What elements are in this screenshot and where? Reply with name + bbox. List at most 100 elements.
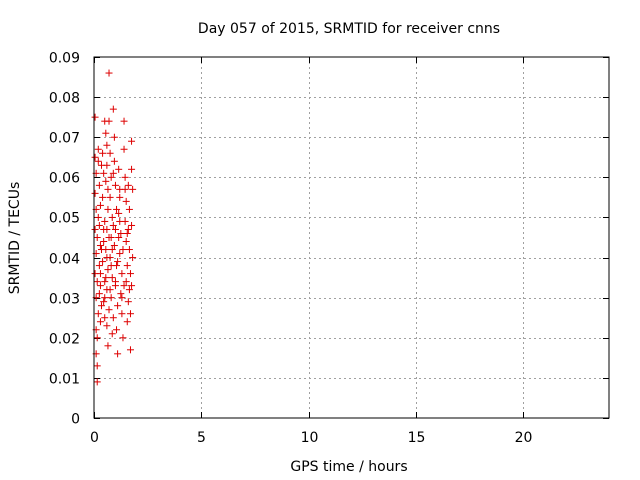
data-point	[120, 117, 128, 125]
y-tick-label: 0.09	[49, 51, 80, 67]
data-point	[116, 217, 124, 225]
chart-title: Day 057 of 2015, SRMTID for receiver cnn…	[198, 21, 500, 37]
data-point	[121, 173, 129, 181]
data-point	[93, 334, 101, 342]
data-point	[103, 322, 111, 330]
data-point	[110, 242, 118, 250]
data-points	[91, 69, 137, 386]
data-point	[108, 274, 116, 282]
data-point	[98, 302, 106, 310]
data-point	[122, 238, 130, 246]
data-point	[100, 238, 108, 246]
grid-lines	[94, 57, 609, 418]
data-point	[118, 294, 126, 302]
data-point	[113, 205, 121, 213]
data-point	[91, 113, 99, 121]
data-point	[99, 149, 107, 157]
data-point	[104, 185, 112, 193]
data-point	[105, 306, 113, 314]
y-tick-label: 0.05	[49, 211, 80, 227]
y-tick-label: 0.07	[49, 131, 80, 147]
data-point	[104, 205, 112, 213]
x-tick-label: 10	[301, 430, 319, 446]
y-tick-labels: 0 0.01 0.02 0.03 0.04 0.05 0.06 0.07 0.08 0.09	[49, 51, 80, 428]
data-point	[101, 294, 109, 302]
plot-frame	[93, 56, 610, 419]
data-point	[108, 330, 116, 338]
data-point	[114, 302, 122, 310]
data-point	[94, 157, 102, 165]
x-axis-label: GPS time / hours	[290, 459, 407, 475]
y-tick-label: 0.03	[49, 292, 80, 308]
data-point	[106, 193, 114, 201]
data-point	[119, 246, 127, 254]
data-point	[111, 181, 119, 189]
data-point	[125, 246, 133, 254]
data-point	[111, 278, 119, 286]
x-tick-label: 20	[515, 430, 533, 446]
x-tick-labels: 0 5 10 15 20	[90, 430, 532, 446]
data-point	[114, 350, 122, 358]
data-point	[96, 201, 104, 209]
data-point	[99, 193, 107, 201]
data-point	[124, 181, 132, 189]
data-point	[120, 145, 128, 153]
data-point	[109, 105, 117, 113]
data-point	[109, 221, 117, 229]
data-point	[126, 270, 134, 278]
data-point	[106, 149, 114, 157]
data-point	[91, 153, 99, 161]
data-point	[96, 242, 104, 250]
data-point	[113, 326, 121, 334]
data-point	[95, 181, 103, 189]
data-point	[107, 262, 115, 270]
data-point	[117, 290, 125, 298]
data-point	[111, 225, 119, 233]
y-axis-label: SRMTID / TECUs	[7, 182, 23, 295]
data-point	[122, 278, 130, 286]
data-point	[109, 169, 117, 177]
data-point	[108, 246, 116, 254]
data-point	[110, 157, 118, 165]
data-point	[120, 282, 128, 290]
data-point	[95, 221, 103, 229]
data-point	[107, 294, 115, 302]
data-point	[105, 234, 113, 241]
y-tick-label: 0.01	[49, 372, 80, 388]
data-point	[101, 314, 109, 322]
y-tick-label: 0.02	[49, 332, 80, 348]
data-point	[114, 258, 122, 266]
data-point	[128, 221, 136, 229]
data-point	[102, 129, 110, 137]
x-tick-label: 5	[197, 430, 206, 446]
data-point	[100, 169, 108, 177]
data-point	[96, 270, 104, 278]
data-point	[93, 362, 101, 370]
data-point	[94, 145, 102, 153]
data-point	[128, 282, 136, 290]
data-point	[118, 310, 126, 318]
data-point	[124, 225, 132, 233]
data-point	[108, 213, 116, 221]
data-point	[109, 314, 117, 322]
y-tick-label: 0.08	[49, 91, 80, 107]
data-point	[121, 185, 129, 193]
data-point	[115, 234, 123, 241]
x-tick-label: 0	[90, 430, 99, 446]
y-tick-label: 0.04	[49, 252, 80, 268]
data-point	[95, 262, 103, 270]
y-tick-label: 0.06	[49, 171, 80, 187]
data-point	[100, 225, 108, 233]
data-point	[125, 286, 133, 294]
data-point	[105, 117, 113, 125]
data-point	[93, 278, 101, 286]
data-point	[98, 161, 106, 169]
data-point	[102, 274, 110, 282]
data-point	[115, 209, 123, 217]
data-point	[91, 225, 99, 233]
data-point	[101, 217, 109, 225]
data-point	[126, 346, 134, 354]
data-point	[118, 270, 126, 278]
data-point	[103, 254, 111, 262]
